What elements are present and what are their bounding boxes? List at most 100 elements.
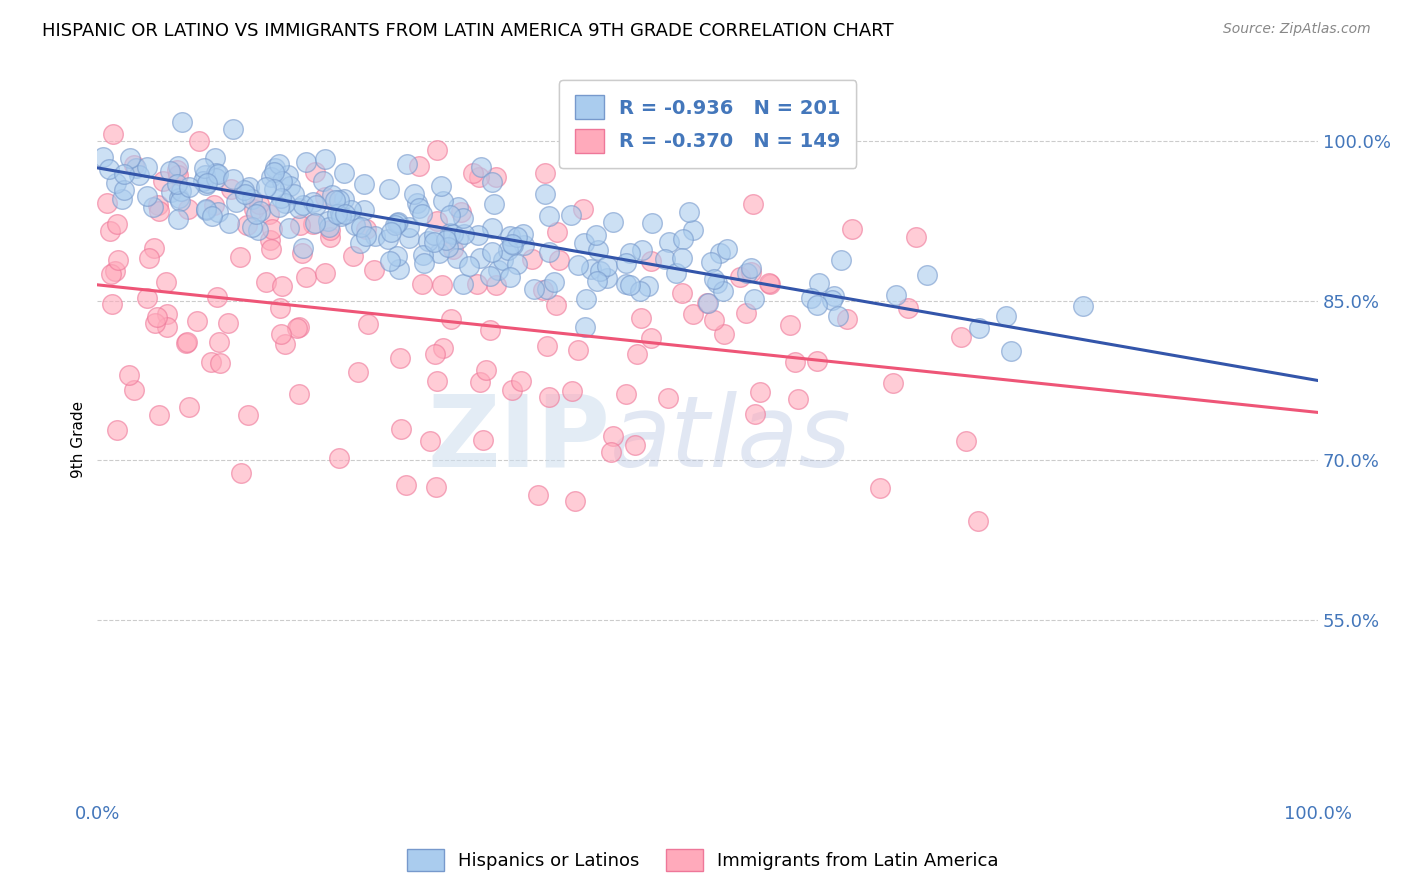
Point [564,494,586,508]
Point [501,383,523,397]
Point [837,312,859,326]
Point [349,236,371,251]
Point [1000,343,1022,358]
Text: atlas: atlas [610,391,852,488]
Point [170,185,193,199]
Point [470,161,492,175]
Point [217,316,239,330]
Point [512,238,534,252]
Point [305,197,328,211]
Point [453,227,475,242]
Point [274,336,297,351]
Point [432,194,454,209]
Point [479,323,502,337]
Point [560,208,582,222]
Point [302,217,325,231]
Point [288,219,311,233]
Point [167,211,190,226]
Point [808,276,831,290]
Point [350,220,373,235]
Point [186,314,208,328]
Point [700,255,723,269]
Point [447,232,470,246]
Point [231,466,253,480]
Point [353,178,375,192]
Point [200,355,222,369]
Point [205,166,228,180]
Point [98,224,121,238]
Legend: Hispanics or Latinos, Immigrants from Latin America: Hispanics or Latinos, Immigrants from La… [401,842,1005,879]
Point [614,277,637,291]
Point [398,220,420,235]
Point [238,408,260,422]
Point [571,202,593,216]
Point [238,179,260,194]
Point [270,326,292,341]
Point [292,198,315,212]
Point [709,246,731,260]
Point [377,232,399,246]
Point [159,164,181,178]
Point [453,277,475,292]
Point [118,368,141,382]
Point [249,204,271,219]
Point [323,194,346,208]
Point [232,183,254,197]
Point [575,292,598,306]
Point [434,233,457,247]
Point [138,251,160,265]
Point [602,429,624,443]
Point [270,174,292,188]
Point [481,221,503,235]
Point [240,192,263,206]
Point [254,276,277,290]
Point [274,195,297,210]
Point [465,277,488,291]
Point [318,219,340,234]
Point [124,159,146,173]
Point [288,320,311,334]
Point [283,187,305,202]
Point [467,227,489,242]
Point [485,169,508,184]
Point [295,155,318,169]
Point [501,236,523,251]
Point [548,252,571,267]
Point [696,296,718,310]
Point [221,122,243,136]
Point [543,276,565,290]
Point [408,159,430,173]
Point [396,157,419,171]
Point [439,226,461,240]
Point [143,316,166,330]
Point [218,216,240,230]
Point [546,225,568,239]
Point [457,260,479,274]
Point [425,480,447,494]
Point [427,246,450,260]
Point [264,161,287,175]
Point [389,422,412,436]
Point [240,219,263,234]
Point [994,309,1017,323]
Point [219,182,242,196]
Point [177,180,200,194]
Point [713,326,735,341]
Point [969,321,991,335]
Point [716,242,738,256]
Point [468,169,491,184]
Point [728,269,751,284]
Point [512,227,534,241]
Point [259,233,281,247]
Point [697,295,720,310]
Point [321,188,343,202]
Point [148,408,170,422]
Point [301,194,323,209]
Point [640,253,662,268]
Point [329,210,352,224]
Point [118,152,141,166]
Point [740,260,762,275]
Point [105,423,128,437]
Point [142,200,165,214]
Point [333,207,356,221]
